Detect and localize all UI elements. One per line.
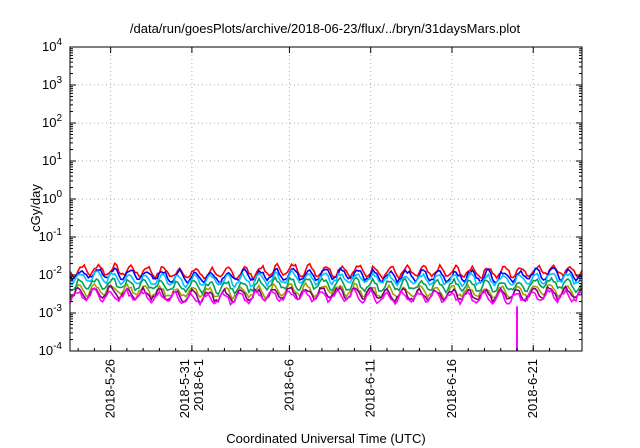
y-axis-label: cGy/day	[28, 184, 43, 232]
y-tick-label: 101	[42, 151, 62, 168]
y-tick-label: 102	[42, 113, 62, 130]
x-tick-label: 2018-6-11	[363, 359, 378, 417]
x-tick-label: 2018-6-6	[281, 359, 296, 411]
x-tick-label: 2018-5-26	[103, 359, 118, 418]
grid	[70, 47, 582, 351]
x-tick-label: 2018-5-31	[177, 359, 192, 418]
y-tick-label: 103	[42, 75, 62, 92]
x-tick-label: 2018-6-1	[191, 359, 206, 411]
x-tick-label: 2018-6-16	[444, 359, 459, 418]
y-tick-label: 10-1	[39, 227, 63, 244]
series-line	[69, 269, 583, 289]
y-tick-label: 10-4	[39, 341, 63, 358]
series-line	[69, 275, 583, 296]
axis-ticks: 10-4 10-3 10-2 10-1 100 101 102 103 104 2018-5-26…	[39, 37, 583, 418]
y-tick-label: 10-3	[39, 303, 63, 320]
chart-title: /data/run/goesPlots/archive/2018-06-23/f…	[130, 21, 521, 36]
series-line	[69, 287, 583, 307]
y-tick-label: 100	[42, 189, 62, 206]
x-axis-label: Coordinated Universal Time (UTC)	[226, 431, 425, 446]
x-tick-label: 2018-6-21	[525, 359, 540, 418]
y-tick-label: 104	[42, 37, 62, 54]
y-tick-label: 10-2	[39, 265, 63, 282]
series-lines	[69, 262, 583, 351]
